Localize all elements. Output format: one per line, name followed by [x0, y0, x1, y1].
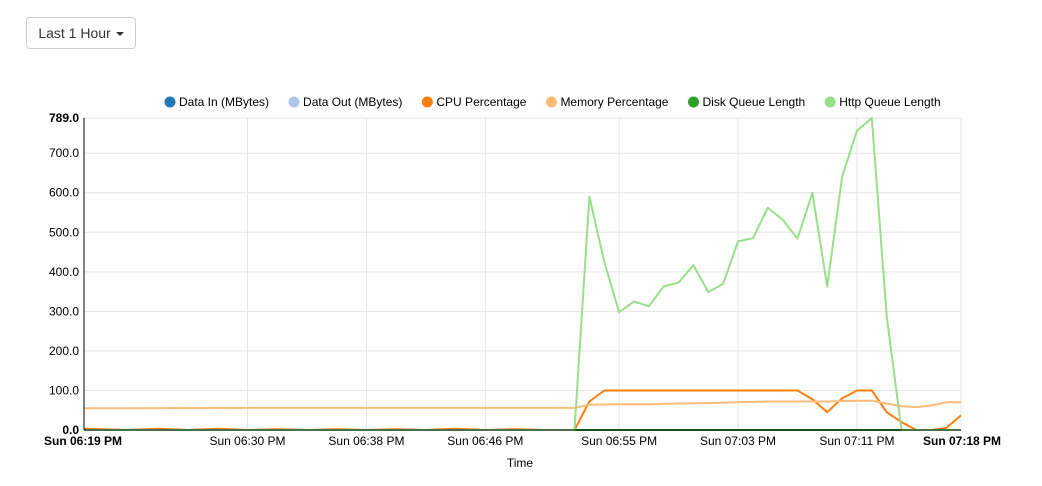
- legend-label: CPU Percentage: [436, 95, 526, 109]
- legend-dot: [421, 96, 433, 108]
- time-range-dropdown[interactable]: Last 1 Hour: [26, 17, 136, 49]
- x-tick-label: Sun 06:38 PM: [328, 434, 404, 448]
- legend-label: Memory Percentage: [560, 95, 668, 109]
- x-tick-label: Sun 07:18 PM: [923, 434, 1001, 448]
- legend-dot: [824, 96, 836, 108]
- y-tick-label: 600.0: [49, 186, 79, 200]
- legend-item-data-in-mbytes[interactable]: Data In (MBytes): [164, 95, 270, 109]
- grid: [83, 117, 962, 431]
- legend-item-data-out-mbytes[interactable]: Data Out (MBytes): [288, 95, 403, 109]
- chevron-down-icon: [115, 31, 124, 36]
- legend-item-cpu-percentage[interactable]: CPU Percentage: [421, 95, 527, 109]
- y-tick-label: 500.0: [49, 225, 79, 239]
- legend-label: Data In (MBytes): [179, 95, 269, 109]
- y-tick-label: 100.0: [49, 383, 79, 397]
- x-tick-label: Sun 06:55 PM: [581, 434, 657, 448]
- legend-item-disk-queue-length[interactable]: Disk Queue Length: [687, 95, 805, 109]
- series-layer: [83, 117, 962, 431]
- legend-item-http-queue-length[interactable]: Http Queue Length: [824, 95, 941, 109]
- series-line-http-queue-length: [84, 117, 961, 431]
- legend-label: Data Out (MBytes): [303, 95, 402, 109]
- legend-dot: [288, 96, 300, 108]
- y-tick-label: 0.0: [62, 423, 79, 437]
- x-tick-label: Sun 06:19 PM: [44, 434, 122, 448]
- x-tick-label: Sun 07:03 PM: [700, 434, 776, 448]
- legend-label: Disk Queue Length: [702, 95, 805, 109]
- series-line-memory-percentage: [83, 399, 961, 410]
- series-line-cpu-percentage: [83, 389, 962, 431]
- legend-dot: [687, 96, 699, 108]
- x-axis-title: Time: [507, 456, 534, 470]
- y-tick-label: 700.0: [49, 146, 79, 160]
- legend-label: Http Queue Length: [839, 95, 940, 109]
- time-range-label: Last 1 Hour: [38, 25, 111, 41]
- legend-item-memory-percentage[interactable]: Memory Percentage: [545, 95, 669, 109]
- axes: 0.0 100.0 200.0 300.0 400.0 500.0 600.0 700.0 78…: [44, 111, 1001, 448]
- legend[interactable]: Data In (MBytes) Data Out (MBytes) CPU Per…: [164, 95, 941, 109]
- legend-dot: [545, 96, 557, 108]
- y-tick-label: 300.0: [49, 304, 79, 318]
- x-tick-label: Sun 06:30 PM: [209, 434, 285, 448]
- y-tick-label: 400.0: [49, 265, 79, 279]
- y-tick-label: 200.0: [49, 344, 79, 358]
- x-tick-label: Sun 06:46 PM: [447, 434, 523, 448]
- y-tick-label: 789.0: [49, 111, 79, 125]
- x-tick-label: Sun 07:11 PM: [819, 434, 894, 448]
- legend-dot: [164, 96, 176, 108]
